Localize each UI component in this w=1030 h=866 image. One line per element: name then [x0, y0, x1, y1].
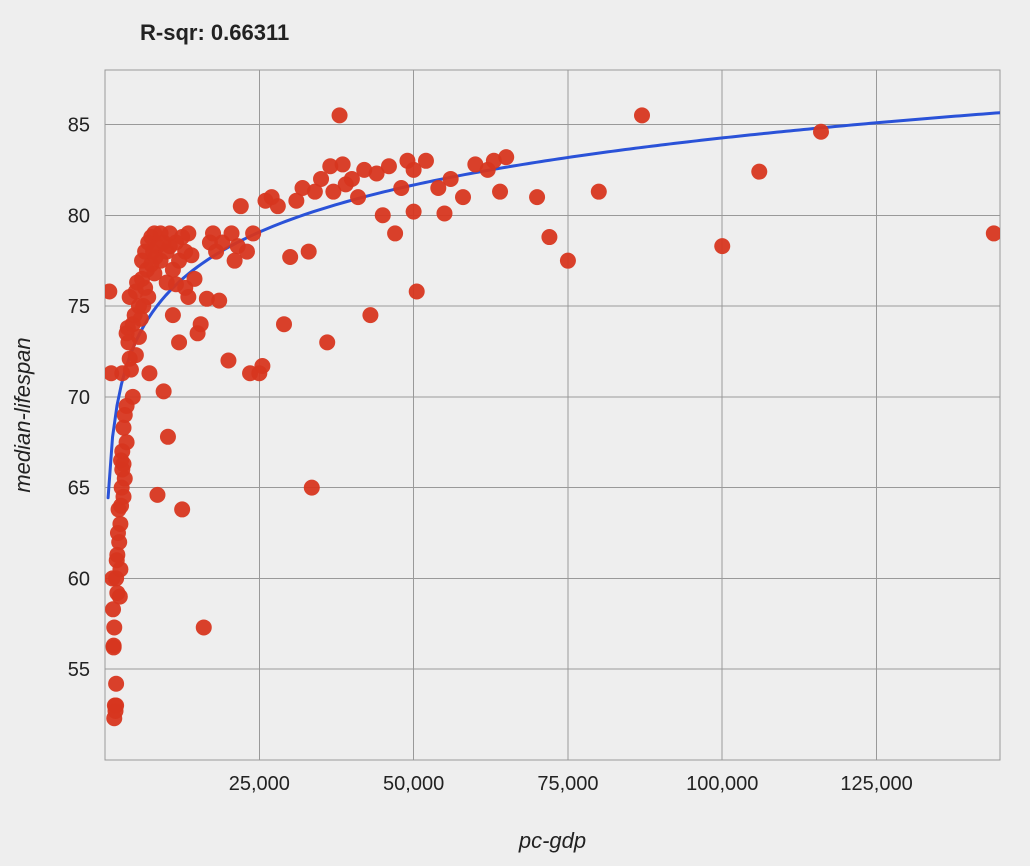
- data-point: [141, 365, 157, 381]
- data-point: [254, 358, 270, 374]
- data-point: [375, 207, 391, 223]
- data-point: [276, 316, 292, 332]
- data-point: [111, 534, 127, 550]
- data-point: [187, 271, 203, 287]
- data-point: [443, 171, 459, 187]
- data-point: [156, 383, 172, 399]
- data-point: [125, 389, 141, 405]
- data-point: [196, 619, 212, 635]
- data-point: [116, 489, 132, 505]
- data-point: [381, 158, 397, 174]
- data-point: [160, 429, 176, 445]
- data-point: [149, 487, 165, 503]
- data-point: [165, 307, 181, 323]
- data-point: [116, 456, 132, 472]
- chart-background: [0, 0, 1030, 866]
- y-tick-label: 80: [68, 205, 90, 227]
- data-point: [183, 247, 199, 263]
- y-tick-label: 70: [68, 387, 90, 409]
- data-point: [119, 434, 135, 450]
- data-point: [455, 189, 471, 205]
- y-axis-label: median-lifespan: [10, 337, 35, 492]
- data-point: [634, 107, 650, 123]
- data-point: [239, 244, 255, 260]
- data-point: [591, 184, 607, 200]
- data-point: [541, 229, 557, 245]
- data-point: [140, 289, 156, 305]
- data-point: [436, 205, 452, 221]
- data-point: [171, 334, 187, 350]
- data-point: [393, 180, 409, 196]
- data-point: [233, 198, 249, 214]
- data-point: [529, 189, 545, 205]
- data-point: [332, 107, 348, 123]
- y-tick-label: 65: [68, 478, 90, 500]
- data-point: [123, 362, 139, 378]
- data-point: [406, 204, 422, 220]
- data-point: [106, 619, 122, 635]
- data-point: [560, 253, 576, 269]
- x-tick-label: 125,000: [840, 773, 912, 795]
- data-point: [498, 149, 514, 165]
- data-point: [131, 329, 147, 345]
- y-tick-label: 75: [68, 296, 90, 318]
- data-point: [492, 184, 508, 200]
- y-tick-label: 85: [68, 114, 90, 136]
- data-point: [319, 334, 335, 350]
- chart-title: R-sqr: 0.66311: [140, 20, 289, 45]
- x-axis-label: pc-gdp: [518, 828, 586, 853]
- data-point: [986, 225, 1002, 241]
- data-point: [418, 153, 434, 169]
- data-point: [108, 698, 124, 714]
- data-point: [245, 225, 261, 241]
- data-point: [751, 164, 767, 180]
- data-point: [350, 189, 366, 205]
- scatter-chart: 25,000 50,000 75,000 100,000 125,000 55 60 65 70…: [0, 0, 1030, 866]
- y-tick-label: 55: [68, 659, 90, 681]
- data-point: [128, 347, 144, 363]
- data-point: [714, 238, 730, 254]
- chart-svg: 25,000 50,000 75,000 100,000 125,000 55 60 65 70…: [0, 0, 1030, 866]
- data-point: [112, 589, 128, 605]
- data-point: [112, 561, 128, 577]
- data-point: [387, 225, 403, 241]
- y-tick-label: 60: [68, 568, 90, 590]
- data-point: [304, 480, 320, 496]
- data-point: [106, 638, 122, 654]
- x-tick-label: 25,000: [229, 773, 290, 795]
- data-point: [220, 353, 236, 369]
- data-point: [112, 516, 128, 532]
- data-point: [180, 289, 196, 305]
- data-point: [409, 284, 425, 300]
- data-point: [180, 225, 196, 241]
- data-point: [211, 293, 227, 309]
- data-point: [301, 244, 317, 260]
- x-tick-label: 100,000: [686, 773, 758, 795]
- data-point: [270, 198, 286, 214]
- data-point: [117, 471, 133, 487]
- data-point: [193, 316, 209, 332]
- data-point: [108, 676, 124, 692]
- data-point: [174, 501, 190, 517]
- data-point: [362, 307, 378, 323]
- data-point: [813, 124, 829, 140]
- x-tick-label: 50,000: [383, 773, 444, 795]
- data-point: [335, 156, 351, 172]
- data-point: [282, 249, 298, 265]
- x-tick-label: 75,000: [537, 773, 598, 795]
